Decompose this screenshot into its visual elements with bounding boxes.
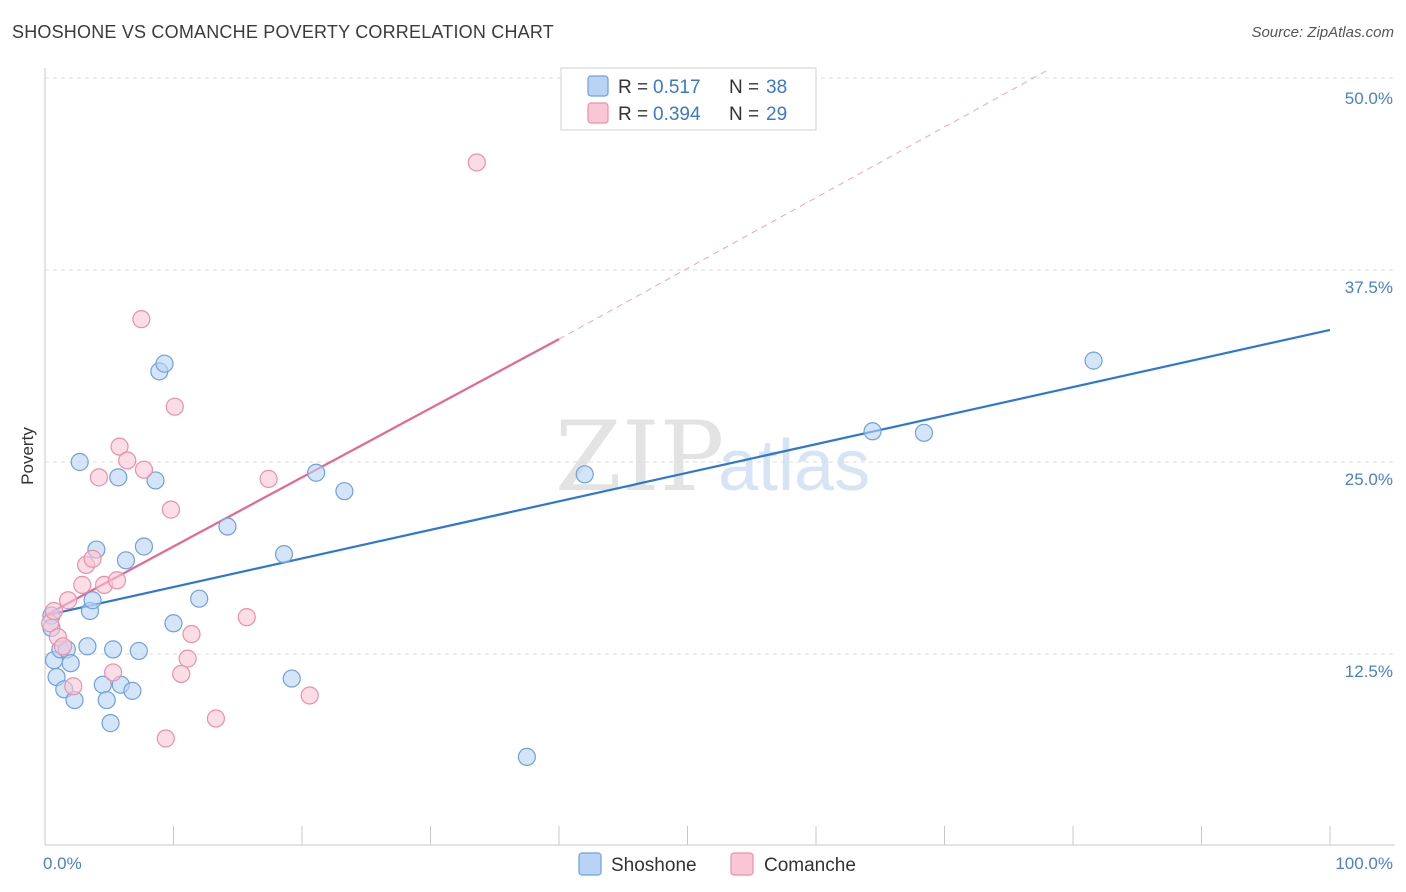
comanche-point-19 xyxy=(165,397,184,416)
legend-r-value-1: 0.517 xyxy=(653,77,701,98)
comanche-point-22 xyxy=(182,624,201,644)
shoshone-point-18 xyxy=(109,468,128,487)
comanche-point-20 xyxy=(172,664,191,684)
shoshone-point-24 xyxy=(146,471,165,490)
shoshone-point-23 xyxy=(134,537,154,556)
shoshone-point-12 xyxy=(83,591,102,610)
shoshone-trend-line xyxy=(44,328,1331,617)
watermark: ZIP atlas xyxy=(555,401,870,513)
comanche-point-9 xyxy=(89,468,109,487)
shoshone-point-30 xyxy=(274,545,294,564)
legend-n-label-1: N = xyxy=(729,77,759,98)
comanche-trend-extension xyxy=(558,69,1048,340)
legend-n-value-2: 29 xyxy=(766,104,787,125)
source-label: Source: ZipAtlas.com xyxy=(1251,24,1394,41)
shoshone-point-27 xyxy=(164,614,183,633)
y-tick-label-2: 37.5% xyxy=(1345,278,1393,297)
shoshone-point-33 xyxy=(335,482,354,501)
y-tick-label-0: 12.5% xyxy=(1345,662,1393,681)
bottom-legend: Shoshone Comanche xyxy=(578,852,856,876)
shoshone-point-9 xyxy=(70,452,89,472)
comanche-point-14 xyxy=(118,451,137,470)
comanche-point-6 xyxy=(73,575,92,594)
watermark-atlas: atlas xyxy=(718,426,870,506)
y-tick-label-3: 50.0% xyxy=(1345,89,1393,108)
watermark-zip: ZIP xyxy=(555,401,724,513)
y-tick-label-1: 25.0% xyxy=(1345,470,1393,489)
shoshone-point-16 xyxy=(101,714,120,733)
shoshone-point-26 xyxy=(155,354,174,373)
comanche-point-13 xyxy=(110,437,129,456)
shoshone-point-32 xyxy=(307,463,326,482)
shoshone-point-28 xyxy=(190,589,209,608)
comanche-point-26 xyxy=(300,686,319,705)
legend-swatch-comanche xyxy=(587,102,609,124)
shoshone-point-20 xyxy=(116,551,136,570)
shoshone-point-34 xyxy=(517,747,536,767)
shoshone-point-37 xyxy=(914,423,934,442)
y-axis-title: Poverty xyxy=(18,427,37,485)
comanche-point-5 xyxy=(64,677,83,696)
shoshone-point-31 xyxy=(282,669,301,688)
shoshone-point-7 xyxy=(61,654,80,673)
top-legend: R = 0.517 N = 38 R = 0.394 N = 29 xyxy=(560,67,817,131)
legend-n-label-2: N = xyxy=(729,104,759,125)
comanche-point-23 xyxy=(206,709,226,728)
data-points xyxy=(41,153,1103,767)
trend-lines xyxy=(44,69,1331,617)
comanche-point-11 xyxy=(104,663,123,682)
shoshone-point-29 xyxy=(218,517,237,536)
shoshone-point-10 xyxy=(78,637,97,656)
bottom-legend-swatch-shoshone xyxy=(578,852,602,876)
x-tick-label-1: 100.0% xyxy=(1335,854,1393,873)
shoshone-point-22 xyxy=(129,641,148,661)
series-comanche xyxy=(41,153,486,748)
comanche-point-21 xyxy=(178,649,197,668)
legend-r-label-2: R = xyxy=(618,104,648,125)
series-shoshone xyxy=(42,351,1103,767)
y-tick-labels: 12.5% 25.0% 37.5% 50.0% xyxy=(1345,89,1393,681)
comanche-trend-line xyxy=(44,338,560,617)
comanche-point-1 xyxy=(44,601,64,621)
shoshone-point-36 xyxy=(863,422,882,441)
legend-r-label-1: R = xyxy=(618,77,648,98)
shoshone-point-38 xyxy=(1084,351,1103,370)
shoshone-point-17 xyxy=(104,640,123,659)
legend-swatch-shoshone xyxy=(587,75,609,97)
grid-lines xyxy=(45,77,1395,655)
comanche-point-17 xyxy=(156,729,175,748)
shoshone-point-35 xyxy=(575,465,594,484)
comanche-point-16 xyxy=(134,460,154,479)
bottom-legend-shoshone: Shoshone xyxy=(611,855,697,876)
chart-title: SHOSHONE VS COMANCHE POVERTY CORRELATION… xyxy=(12,22,554,42)
comanche-point-15 xyxy=(132,310,151,329)
legend-r-value-2: 0.394 xyxy=(653,104,701,125)
comanche-point-25 xyxy=(259,469,278,488)
comanche-point-18 xyxy=(161,500,181,519)
comanche-point-12 xyxy=(107,571,127,590)
legend-n-value-1: 38 xyxy=(766,77,787,98)
comanche-point-4 xyxy=(59,591,78,610)
comanche-point-27 xyxy=(467,153,486,172)
bottom-legend-comanche: Comanche xyxy=(764,855,856,876)
bottom-legend-swatch-comanche xyxy=(730,852,754,876)
comanche-point-3 xyxy=(53,637,73,656)
x-tick-label-0: 0.0% xyxy=(43,854,82,873)
shoshone-point-15 xyxy=(97,690,116,710)
axes xyxy=(44,68,1395,846)
shoshone-point-21 xyxy=(123,681,142,700)
comanche-point-8 xyxy=(83,549,102,568)
x-tick-labels: 0.0% 100.0% xyxy=(43,854,1393,873)
comanche-point-24 xyxy=(237,608,256,627)
